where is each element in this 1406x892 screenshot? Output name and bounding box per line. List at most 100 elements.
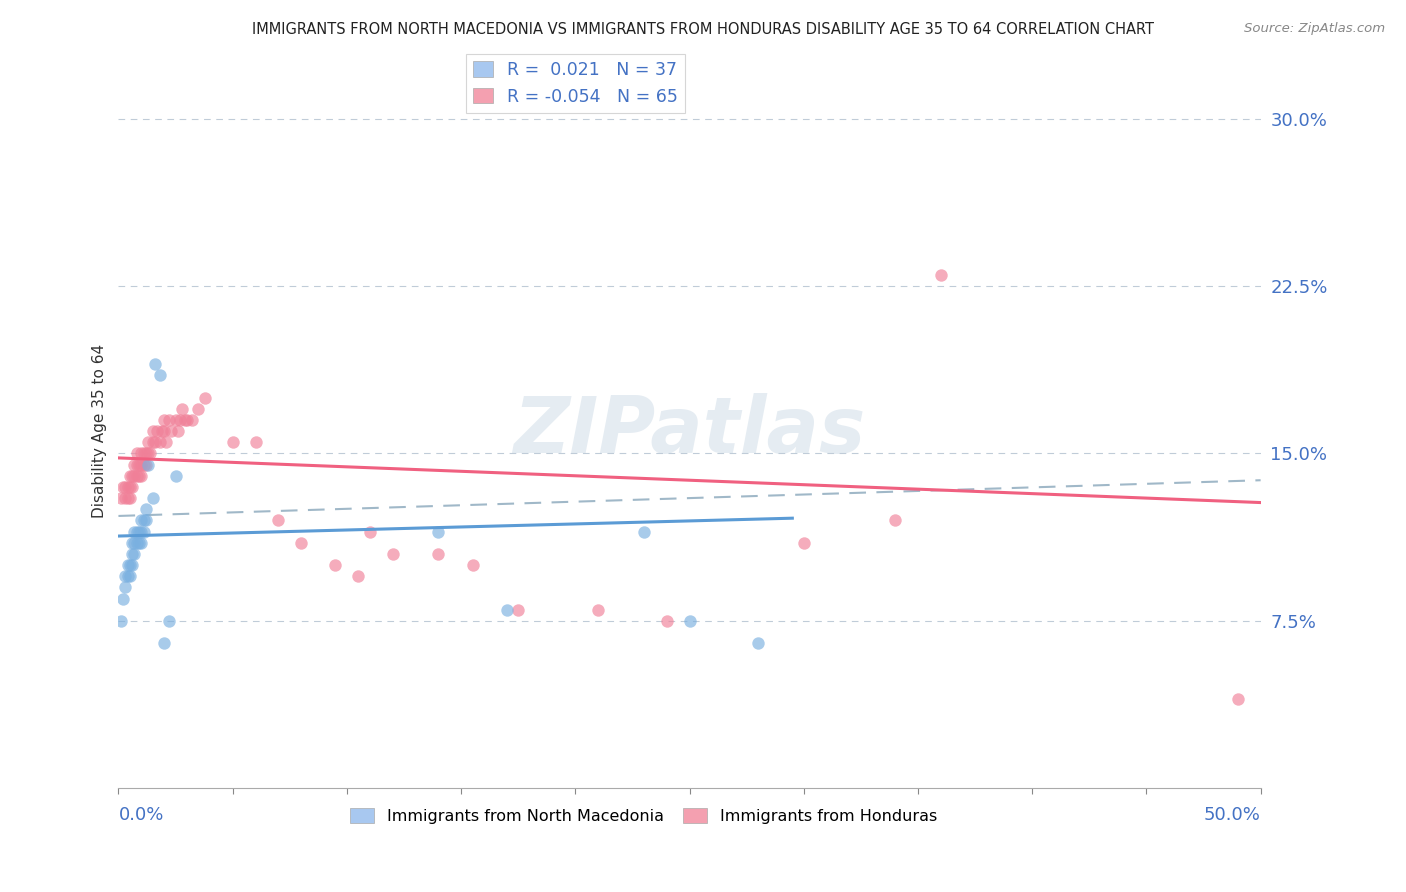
Point xyxy=(142,424,165,438)
Point xyxy=(117,558,139,572)
Point xyxy=(165,413,187,427)
Point xyxy=(884,513,907,527)
Point xyxy=(146,424,169,438)
Point xyxy=(142,435,165,450)
Point xyxy=(129,458,152,472)
Point xyxy=(124,468,146,483)
Point xyxy=(118,491,141,505)
Point xyxy=(180,413,202,427)
Point xyxy=(128,468,150,483)
Point xyxy=(678,614,700,628)
Point xyxy=(347,569,370,583)
Point xyxy=(166,424,188,438)
Point xyxy=(132,513,155,527)
Point xyxy=(136,435,159,450)
Legend: R =  0.021   N = 37, R = -0.054   N = 65: R = 0.021 N = 37, R = -0.054 N = 65 xyxy=(465,54,685,112)
Point xyxy=(114,581,136,595)
Point xyxy=(111,480,134,494)
Point xyxy=(129,535,152,549)
Point xyxy=(110,614,132,628)
Point xyxy=(132,446,155,460)
Point xyxy=(121,480,143,494)
Point xyxy=(124,458,146,472)
Point xyxy=(125,535,148,549)
Point xyxy=(125,446,148,460)
Point xyxy=(148,435,170,450)
Text: Source: ZipAtlas.com: Source: ZipAtlas.com xyxy=(1244,22,1385,36)
Point xyxy=(142,491,165,505)
Point xyxy=(118,468,141,483)
Point xyxy=(114,480,136,494)
Point xyxy=(129,446,152,460)
Point xyxy=(132,458,155,472)
Point xyxy=(118,480,141,494)
Point xyxy=(169,413,191,427)
Text: IMMIGRANTS FROM NORTH MACEDONIA VS IMMIGRANTS FROM HONDURAS DISABILITY AGE 35 TO: IMMIGRANTS FROM NORTH MACEDONIA VS IMMIG… xyxy=(252,22,1154,37)
Point xyxy=(121,558,143,572)
Point xyxy=(495,603,517,617)
Point xyxy=(157,614,180,628)
Point xyxy=(143,435,166,450)
Point xyxy=(128,535,150,549)
Point xyxy=(136,458,159,472)
Point xyxy=(267,513,290,527)
Point xyxy=(929,268,952,282)
Point xyxy=(117,569,139,583)
Point xyxy=(118,558,141,572)
Point xyxy=(111,591,134,606)
Point xyxy=(143,357,166,371)
Point xyxy=(135,513,157,527)
Point xyxy=(148,368,170,383)
Point xyxy=(633,524,655,539)
Point xyxy=(136,446,159,460)
Point xyxy=(427,547,450,561)
Point xyxy=(124,547,146,561)
Point xyxy=(586,603,609,617)
Point xyxy=(114,491,136,505)
Point xyxy=(132,524,155,539)
Point xyxy=(245,435,267,450)
Point xyxy=(747,636,769,650)
Point xyxy=(172,401,194,416)
Point xyxy=(129,513,152,527)
Point xyxy=(165,468,187,483)
Point xyxy=(290,535,312,549)
Point xyxy=(427,524,450,539)
Point xyxy=(124,535,146,549)
Text: 50.0%: 50.0% xyxy=(1204,806,1261,824)
Point xyxy=(128,458,150,472)
Point xyxy=(461,558,484,572)
Point xyxy=(194,391,217,405)
Point xyxy=(118,569,141,583)
Point xyxy=(114,569,136,583)
Point xyxy=(160,424,183,438)
Point xyxy=(359,524,381,539)
Point xyxy=(187,401,209,416)
Text: ZIPatlas: ZIPatlas xyxy=(513,393,866,469)
Point xyxy=(1226,692,1249,706)
Point xyxy=(139,446,162,460)
Text: 0.0%: 0.0% xyxy=(118,806,165,824)
Point xyxy=(153,424,176,438)
Point xyxy=(508,603,530,617)
Point xyxy=(155,435,177,450)
Point xyxy=(381,547,404,561)
Point xyxy=(655,614,678,628)
Point xyxy=(135,502,157,516)
Point xyxy=(325,558,347,572)
Point xyxy=(124,524,146,539)
Point xyxy=(125,468,148,483)
Point xyxy=(129,524,152,539)
Point xyxy=(125,458,148,472)
Point xyxy=(117,491,139,505)
Y-axis label: Disability Age 35 to 64: Disability Age 35 to 64 xyxy=(93,344,107,518)
Point xyxy=(121,535,143,549)
Point xyxy=(129,468,152,483)
Point xyxy=(121,468,143,483)
Point xyxy=(135,446,157,460)
Point xyxy=(121,547,143,561)
Point xyxy=(110,491,132,505)
Point xyxy=(135,458,157,472)
Point xyxy=(117,480,139,494)
Point xyxy=(221,435,243,450)
